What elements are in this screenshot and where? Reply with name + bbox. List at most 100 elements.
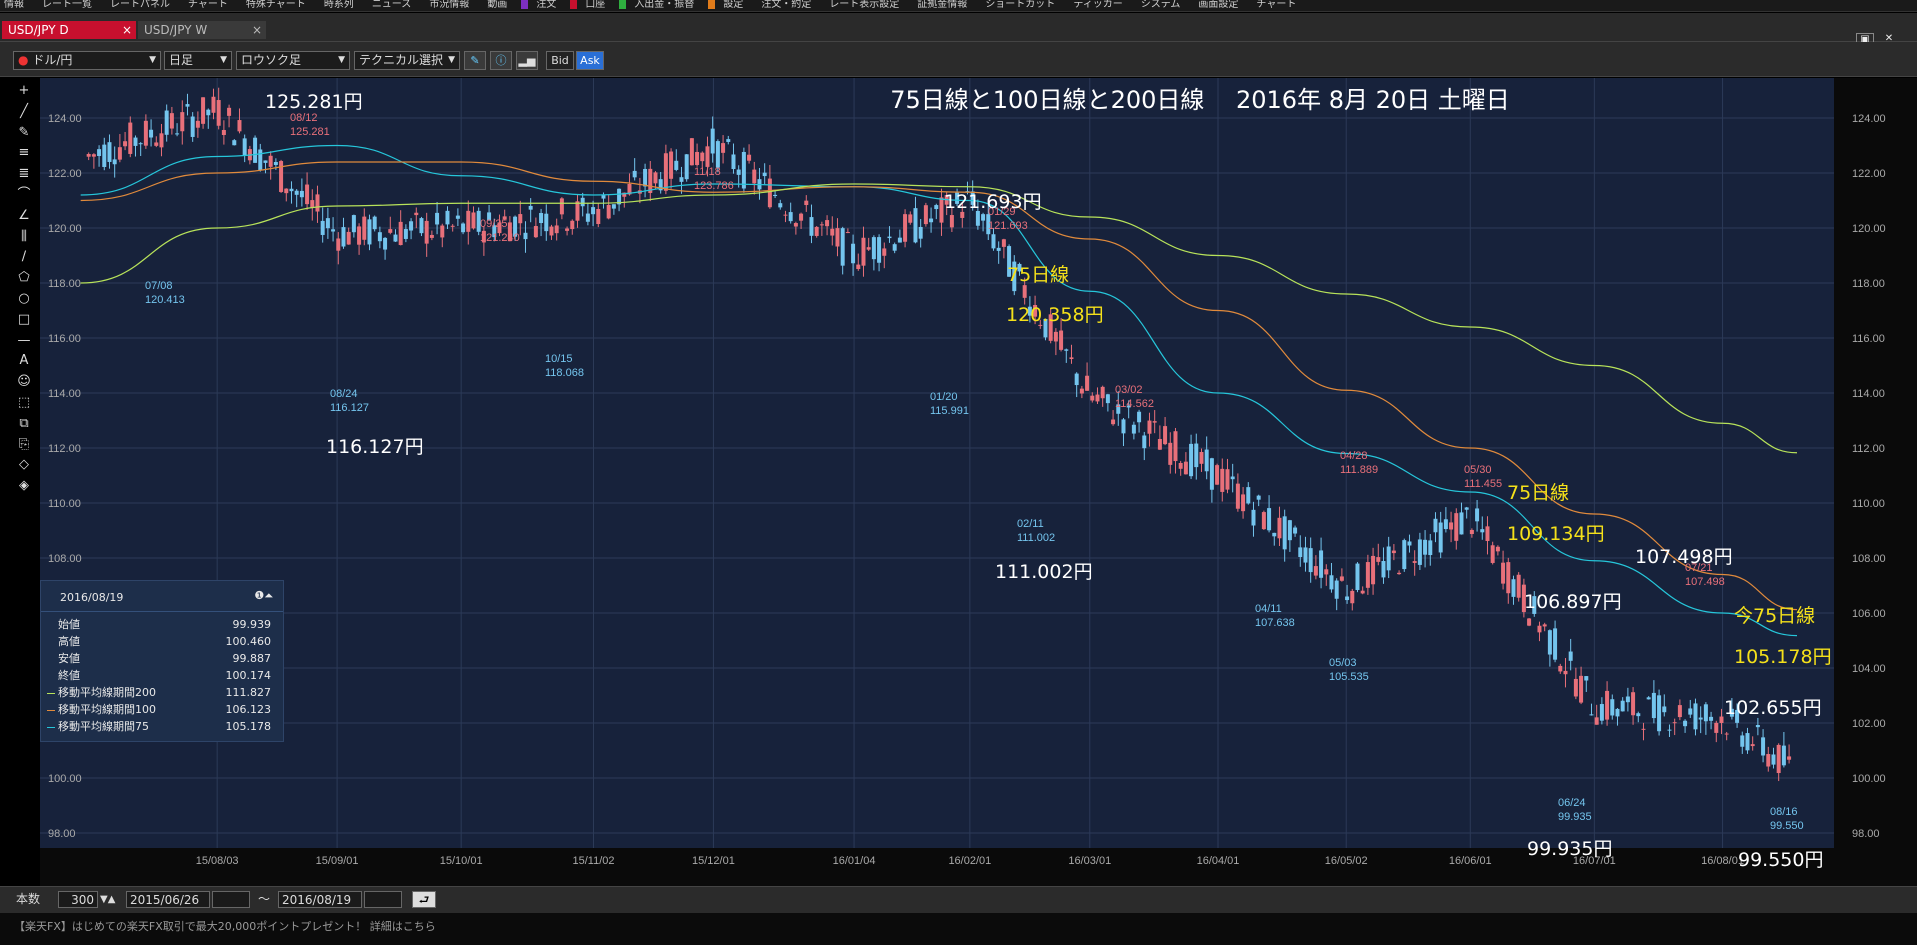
close-window-button[interactable]: ✕ xyxy=(1884,33,1894,44)
info-label: 移動平均線期間100 xyxy=(58,703,156,716)
menu-item[interactable]: 入出金・振替 xyxy=(634,0,695,10)
tab-usdjpy-w[interactable]: USD/JPY W × xyxy=(138,21,266,39)
drawing-tool-icon[interactable]: ◈ xyxy=(19,478,29,494)
drawing-tool-icon[interactable]: ◇ xyxy=(19,457,29,473)
info-button[interactable]: ⓘ xyxy=(490,51,512,70)
menu-item[interactable]: レート一覧 xyxy=(42,0,92,10)
close-icon[interactable]: × xyxy=(121,23,132,37)
menu-item[interactable]: レートパネル xyxy=(110,0,170,10)
candle-body xyxy=(97,149,102,157)
price-annotation: 125.281円 xyxy=(265,91,363,113)
volume-toggle-button[interactable]: ▂▅ xyxy=(516,51,538,70)
drawing-tool-icon[interactable]: ⌒ xyxy=(17,187,31,202)
high-date-label: 04/28 xyxy=(1340,450,1368,462)
menu-item[interactable]: システム xyxy=(1140,0,1181,10)
drawing-tool-icon[interactable]: ⬠ xyxy=(18,270,30,286)
drawing-tool-icon[interactable]: ✎ xyxy=(18,124,30,140)
stepper-arrows-icon[interactable]: ▼▲ xyxy=(100,894,116,905)
drawing-tool-icon[interactable]: ○ xyxy=(18,291,30,306)
candle-body xyxy=(747,154,752,161)
menu-item[interactable]: ショートカット xyxy=(985,0,1056,10)
start-time-input[interactable] xyxy=(212,891,250,908)
drawing-tool-icon[interactable]: □ xyxy=(17,311,31,327)
drawing-tool-icon[interactable]: — xyxy=(17,332,31,348)
drawing-tool-icon[interactable]: A xyxy=(19,353,29,369)
candle-body xyxy=(331,229,336,232)
timeframe-select[interactable]: 日足 ▼ xyxy=(164,51,232,70)
drawing-tool-icon[interactable]: ∕ xyxy=(21,249,27,265)
legend-line-icon xyxy=(47,727,55,728)
end-date-input[interactable]: 2016/08/19 xyxy=(278,891,362,908)
refresh-button[interactable]: ⮐ xyxy=(412,891,436,908)
close-icon[interactable]: × xyxy=(251,23,262,37)
currency-pair-select[interactable]: ● ドル/円 ▼ xyxy=(13,51,161,70)
candle-body xyxy=(143,120,148,146)
low-price-label: 111.002 xyxy=(1017,532,1055,544)
drawing-tool-icon[interactable]: ☺ xyxy=(17,374,31,390)
drawing-tool-icon[interactable]: ⫼ xyxy=(21,228,27,244)
drawing-tool-icon[interactable]: ╱ xyxy=(20,103,28,119)
drawing-tool-icon[interactable]: ≣ xyxy=(18,166,30,182)
tab-usdjpy-d[interactable]: USD/JPY D × xyxy=(2,21,136,39)
start-date-input[interactable]: 2015/06/26 xyxy=(126,891,210,908)
end-time-input[interactable] xyxy=(364,891,402,908)
menu-item[interactable]: チャート xyxy=(188,0,228,10)
candle-body xyxy=(934,205,939,210)
menu-item[interactable]: 設定 xyxy=(723,0,744,10)
candle-body xyxy=(658,179,663,191)
candle-body xyxy=(1755,724,1760,728)
drawing-tool-icon[interactable]: ⧉ xyxy=(19,415,29,431)
draw-pen-button[interactable]: ✎ xyxy=(464,51,486,70)
menu-item[interactable]: 画面設定 xyxy=(1198,0,1239,10)
candle-body xyxy=(1251,509,1256,526)
candle-body xyxy=(960,211,965,218)
menu-item[interactable]: 口座 xyxy=(585,0,606,10)
candle-body xyxy=(835,228,840,247)
drawing-tool-icon[interactable]: ∠ xyxy=(18,207,30,223)
technical-select[interactable]: テクニカル選択 ▼ xyxy=(354,51,460,70)
menu-item[interactable]: 注文・約定 xyxy=(761,0,812,10)
candle-body xyxy=(1090,395,1095,401)
menu-item[interactable]: 動画 xyxy=(487,0,508,10)
menu-item[interactable]: ティッカー xyxy=(1073,0,1123,10)
menu-item[interactable]: 市況情報 xyxy=(429,0,470,10)
menu-item[interactable]: 注文 xyxy=(536,0,557,10)
legend-line-icon xyxy=(47,710,55,711)
price-chart[interactable]: 128.00128.00126.00126.00124.00124.00122.… xyxy=(40,78,1917,886)
candle-body xyxy=(367,219,372,245)
low-date-label: 02/11 xyxy=(1017,518,1044,530)
menu-item[interactable]: 証拠金情報 xyxy=(917,0,968,10)
count-stepper[interactable]: 300 xyxy=(58,891,98,908)
candle-body xyxy=(741,151,746,189)
menu-item[interactable]: レート表示設定 xyxy=(829,0,900,10)
info-toggle-icon[interactable]: ❶⏶ xyxy=(254,589,273,602)
candle-body xyxy=(710,128,715,154)
candle-body xyxy=(117,147,122,160)
candle-body xyxy=(1355,563,1360,591)
candle-body xyxy=(1454,513,1459,541)
menu-item[interactable]: 情報 xyxy=(4,0,24,10)
bid-button[interactable]: Bid xyxy=(546,51,574,70)
chart-type-select[interactable]: ロウソク足 ▼ xyxy=(236,51,350,70)
candle-body xyxy=(1631,692,1636,716)
candle-body xyxy=(539,213,544,224)
drawing-tool-icon[interactable]: ⬚ xyxy=(17,395,31,410)
footer-ticker[interactable]: 【楽天FX】はじめての楽天FX取引で最大20,000ポイントプレゼント！ 詳細は… xyxy=(0,913,1917,945)
ask-button[interactable]: Ask xyxy=(576,51,604,70)
candle-body xyxy=(1402,540,1407,570)
start-date-value: 2015/06/26 xyxy=(130,893,200,907)
candle-body xyxy=(1152,421,1157,423)
drawing-tool-icon[interactable]: ⎘ xyxy=(18,436,30,452)
candle-body xyxy=(1230,476,1235,480)
menu-item[interactable]: チャート xyxy=(1256,0,1297,10)
candle-body xyxy=(1256,495,1261,500)
drawing-tool-icon[interactable]: + xyxy=(18,83,30,98)
menu-item[interactable]: 時系列 xyxy=(323,0,354,10)
candle-body xyxy=(86,154,91,157)
menu-item[interactable]: ニュース xyxy=(371,0,412,10)
candle-body xyxy=(237,120,242,132)
drawing-tool-icon[interactable]: ≡ xyxy=(18,145,30,161)
candle-body xyxy=(164,110,169,135)
candle-body xyxy=(1287,520,1292,541)
menu-item[interactable]: 特殊チャート xyxy=(245,0,306,10)
